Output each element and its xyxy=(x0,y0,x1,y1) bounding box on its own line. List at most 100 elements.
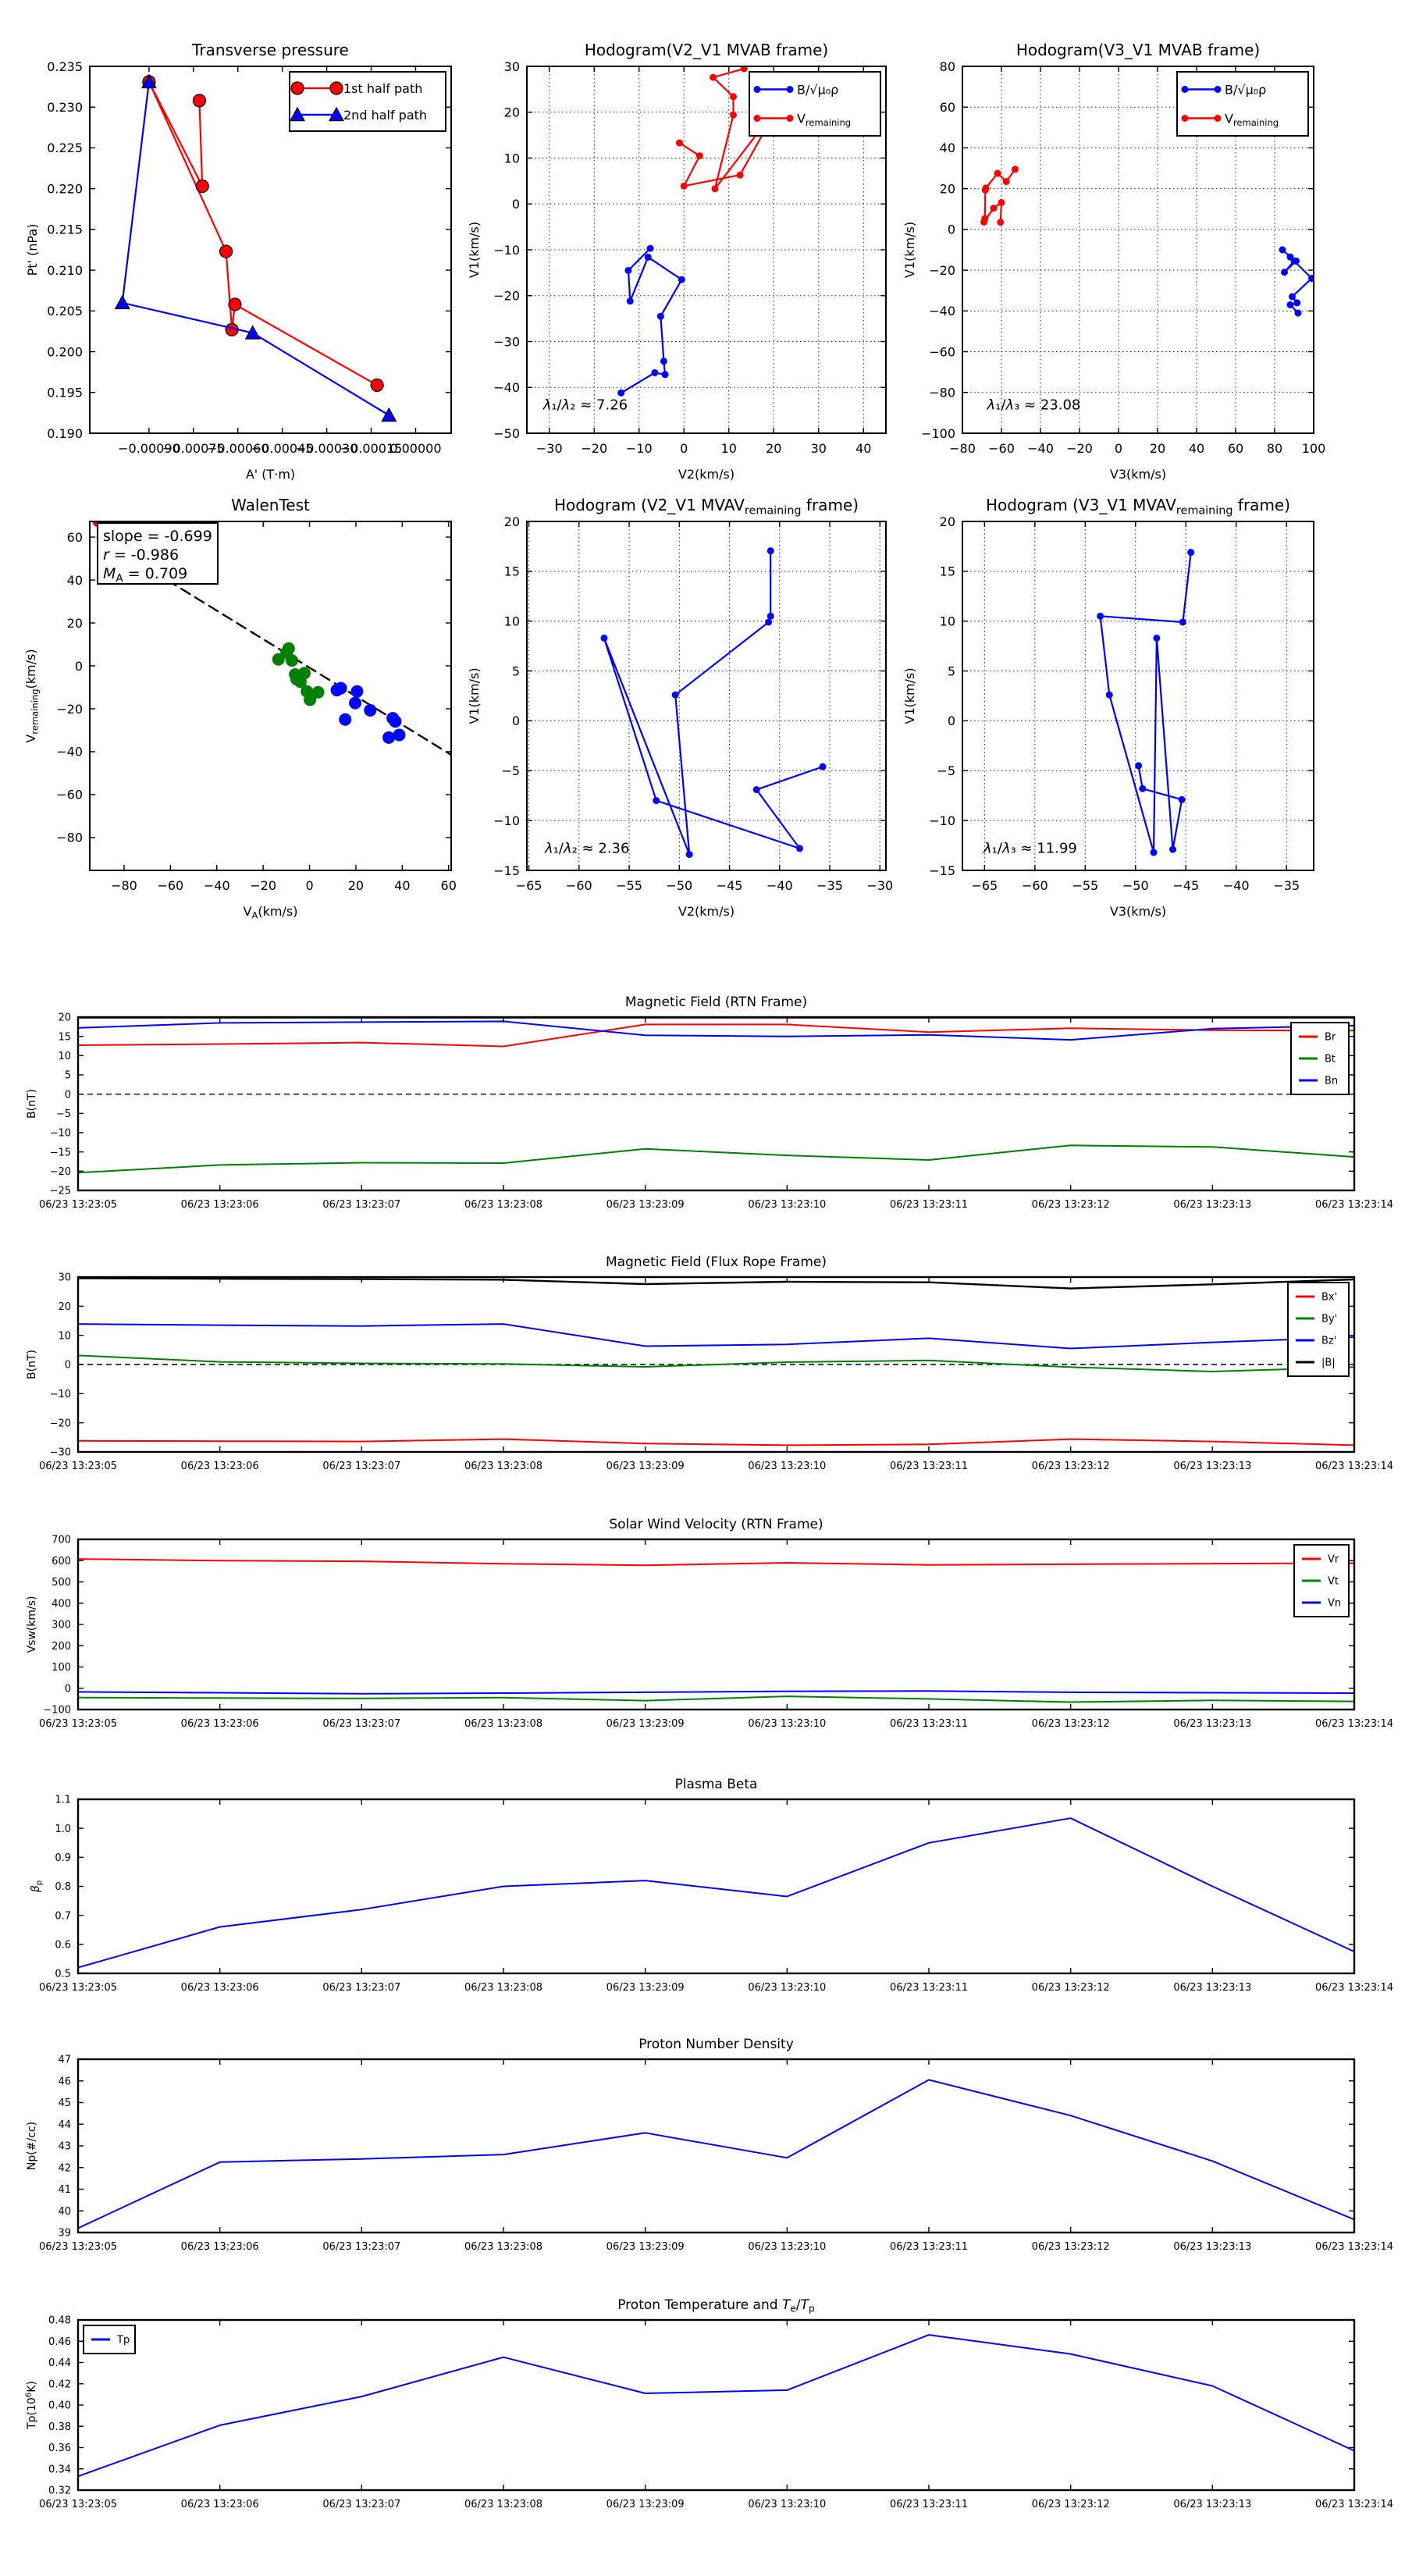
circle-marker xyxy=(393,728,406,742)
x-tick-label: 06/23 13:23:06 xyxy=(181,1718,259,1730)
plot-title: Magnetic Field (RTN Frame) xyxy=(625,994,807,1010)
legend: Tp xyxy=(83,2325,136,2354)
y-tick-label: 0.225 xyxy=(47,141,83,155)
x-tick-label: −55 xyxy=(1072,878,1098,893)
y-tick-label: 40 xyxy=(67,573,83,588)
plot-title: Hodogram (V3_V1 MVAVremaining frame) xyxy=(986,496,1290,517)
y-tick-label: 60 xyxy=(67,530,83,545)
triangle-marker xyxy=(114,294,130,310)
x-tick-label: 80 xyxy=(1267,441,1282,456)
plot-transverse-pressure: −0.00090−0.00075−0.00060−0.00045−0.00030… xyxy=(25,41,452,482)
y-tick-label: 0 xyxy=(512,197,520,212)
legend: B/√μ₀ρ Vremaining xyxy=(749,71,881,137)
y-tick-label: 1.0 xyxy=(55,1823,71,1835)
plot-title: Solar Wind Velocity (RTN Frame) xyxy=(609,1517,823,1532)
y-tick-label: 0.200 xyxy=(47,344,83,359)
y-tick-label: −10 xyxy=(493,813,520,828)
series-second-half-path xyxy=(114,73,397,422)
y-tick-label: −20 xyxy=(929,263,955,278)
y-tick-label: 30 xyxy=(58,1272,71,1284)
x-tick-label: 06/23 13:23:14 xyxy=(1315,1718,1393,1730)
y-tick-label: 20 xyxy=(940,514,955,529)
y-tick-label: −30 xyxy=(50,1447,71,1459)
y-tick-label: −10 xyxy=(929,813,955,828)
x-tick-label: −35 xyxy=(1273,878,1300,893)
y-tick-label: 47 xyxy=(58,2055,71,2066)
point-marker xyxy=(1214,86,1222,93)
point-marker xyxy=(1308,275,1314,283)
plot-title: Hodogram(V3_V1 MVAB frame) xyxy=(1016,41,1260,59)
x-tick-label: 06/23 13:23:07 xyxy=(322,1718,400,1730)
y-tick-label: −15 xyxy=(929,863,955,878)
axes-frame xyxy=(962,66,1314,434)
point-marker xyxy=(767,547,774,555)
point-marker xyxy=(661,371,669,379)
x-tick-label: −60 xyxy=(566,878,592,893)
y-tick-label: 0.5 xyxy=(55,1969,71,1980)
point-marker xyxy=(1294,309,1302,317)
plot-title: Hodogram(V2_V1 MVAB frame) xyxy=(585,41,828,59)
point-marker xyxy=(626,297,634,305)
series-B-magnitude xyxy=(78,1277,1354,1290)
y-tick-label: −40 xyxy=(493,380,520,395)
x-tick-label: 06/23 13:23:12 xyxy=(1032,2241,1110,2253)
point-marker xyxy=(1097,612,1104,620)
x-tick-label: 20 xyxy=(766,441,781,456)
axes-frame xyxy=(76,1538,1356,1711)
x-tick-label: 06/23 13:23:07 xyxy=(322,1982,400,1994)
x-tick-label: 06/23 13:23:11 xyxy=(890,1718,968,1730)
point-marker xyxy=(767,612,774,620)
x-tick-label: 06/23 13:23:13 xyxy=(1173,1982,1251,1994)
point-marker xyxy=(685,851,693,859)
x-tick-label: 06/23 13:23:13 xyxy=(1173,1461,1251,1472)
y-tick-label: 200 xyxy=(52,1641,71,1653)
x-tick-label: −20 xyxy=(250,878,276,893)
x-tick-label: 06/23 13:23:14 xyxy=(1315,2499,1393,2510)
point-marker xyxy=(710,73,717,81)
stats-line: r = -0.986 xyxy=(103,546,179,564)
x-tick-label: 06/23 13:23:08 xyxy=(464,1461,542,1472)
y-axis-label: V1(km/s) xyxy=(467,667,482,724)
y-tick-label: 0 xyxy=(65,1089,71,1101)
y-tick-label: 44 xyxy=(58,2119,71,2131)
x-tick-label: 06/23 13:23:13 xyxy=(1173,1199,1251,1211)
y-tick-label: 100 xyxy=(52,1662,71,1674)
y-tick-label: −20 xyxy=(50,1418,71,1429)
x-tick-label: 0.00000 xyxy=(389,441,441,456)
y-tick-label: 0 xyxy=(65,1683,71,1695)
x-tick-label: −10 xyxy=(626,441,653,456)
x-tick-label: −0.00045 xyxy=(251,441,314,456)
point-marker xyxy=(1187,549,1195,557)
legend-label: Vt xyxy=(1328,1576,1339,1588)
tick-marks xyxy=(962,521,1314,871)
x-tick-label: 06/23 13:23:10 xyxy=(748,1461,826,1472)
triangle-marker xyxy=(289,106,306,122)
x-tick-label: −45 xyxy=(1172,878,1199,893)
x-tick-label: −50 xyxy=(666,878,692,893)
y-tick-label: −5 xyxy=(937,763,955,778)
point-marker xyxy=(656,312,664,320)
y-tick-label: 43 xyxy=(58,2141,71,2153)
x-tick-label: 06/23 13:23:05 xyxy=(39,1718,117,1730)
y-tick-label: 0.46 xyxy=(48,2336,71,2348)
y-axis-label: B(nT) xyxy=(26,1089,38,1119)
x-tick-label: 06/23 13:23:11 xyxy=(890,1199,968,1211)
point-marker xyxy=(651,368,659,376)
y-tick-label: 300 xyxy=(52,1620,71,1631)
y-tick-label: 0.42 xyxy=(48,2379,71,2390)
x-tick-label: −30 xyxy=(866,878,893,893)
y-axis-label: V1(km/s) xyxy=(902,222,917,278)
point-marker xyxy=(819,763,827,770)
x-tick-label: 06/23 13:23:14 xyxy=(1315,1461,1393,1472)
circle-marker xyxy=(389,715,402,728)
y-tick-label: 0.210 xyxy=(47,263,83,278)
y-tick-label: 0.235 xyxy=(47,59,83,74)
circle-marker xyxy=(304,693,317,706)
circle-marker xyxy=(382,731,396,744)
point-marker xyxy=(753,86,761,93)
y-tick-label: 500 xyxy=(52,1577,71,1589)
y-tick-label: −50 xyxy=(493,426,520,441)
plot-proton-temperature: 06/23 13:23:05 06/23 13:23:06 06/23 13:23:… xyxy=(25,2297,1393,2510)
y-axis-label: V1(km/s) xyxy=(902,667,917,724)
